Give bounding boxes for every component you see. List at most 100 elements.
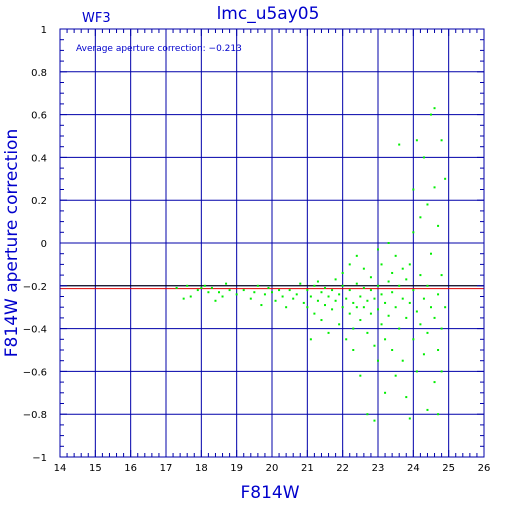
x-tick-label: 20 — [266, 463, 279, 474]
data-point — [263, 293, 266, 296]
data-point — [384, 391, 387, 394]
data-point — [369, 289, 372, 292]
y-axis-label: F814W aperture correction — [2, 129, 22, 357]
data-point — [422, 353, 425, 356]
data-point — [394, 306, 397, 309]
data-point — [334, 299, 337, 302]
data-point — [398, 143, 401, 146]
data-point — [384, 301, 387, 304]
data-point — [373, 297, 376, 300]
data-point — [186, 284, 189, 287]
data-point — [341, 284, 344, 287]
data-point — [345, 338, 348, 341]
data-point — [412, 289, 415, 292]
annotation: Average aperture correction: −0.213 — [76, 44, 242, 54]
data-point — [394, 254, 397, 257]
x-tick-label: 18 — [195, 463, 208, 474]
data-point — [302, 301, 305, 304]
data-point — [288, 289, 291, 292]
data-point — [426, 331, 429, 334]
data-point — [327, 295, 330, 298]
data-point — [440, 370, 443, 373]
data-point — [412, 188, 415, 191]
data-point — [299, 282, 302, 285]
y-tick-label: 0.8 — [31, 68, 47, 79]
data-point — [380, 263, 383, 266]
x-tick-labels: 14 15 16 17 18 19 20 21 22 23 24 25 26 — [54, 463, 491, 474]
data-point — [334, 278, 337, 281]
data-point — [440, 274, 443, 277]
data-point — [228, 289, 231, 292]
data-point — [292, 297, 295, 300]
data-point — [214, 299, 217, 302]
data-point — [331, 308, 334, 311]
y-tick-label: −0.6 — [23, 367, 47, 378]
data-point — [359, 374, 362, 377]
data-point — [405, 396, 408, 399]
x-axis-label: F814W — [240, 483, 299, 503]
data-point — [331, 289, 334, 292]
data-point — [359, 295, 362, 298]
data-point — [408, 417, 411, 420]
x-tick-label: 23 — [372, 463, 385, 474]
data-point — [355, 254, 358, 257]
data-point — [440, 139, 443, 142]
data-point — [218, 291, 220, 294]
data-point — [405, 278, 408, 281]
data-point — [433, 316, 436, 319]
chip-label: WF3 — [82, 11, 111, 26]
data-point — [256, 284, 259, 287]
y-tick-label: −0.4 — [23, 325, 47, 336]
data-point — [444, 177, 447, 180]
data-point — [327, 331, 330, 334]
data-point — [369, 312, 372, 315]
data-point — [345, 297, 348, 300]
data-point — [419, 216, 422, 219]
data-point — [295, 293, 298, 296]
data-point — [362, 267, 365, 270]
data-point — [430, 252, 432, 255]
data-point — [377, 308, 379, 311]
data-point — [362, 306, 365, 309]
data-point — [437, 224, 440, 227]
data-point — [433, 381, 436, 384]
data-point — [422, 156, 425, 159]
data-point — [309, 295, 312, 298]
y-tick-label: 0 — [41, 239, 47, 250]
data-point — [338, 293, 341, 296]
data-point — [426, 408, 429, 411]
data-point — [415, 139, 418, 142]
data-point — [324, 304, 326, 307]
data-point — [387, 280, 390, 283]
data-point — [380, 323, 383, 326]
data-point — [320, 319, 323, 322]
y-tick-label: 0.2 — [31, 196, 47, 207]
x-tick-label: 22 — [336, 463, 349, 474]
x-tick-label: 25 — [442, 463, 455, 474]
data-point — [352, 349, 355, 351]
data-point — [355, 282, 358, 285]
data-point — [359, 319, 362, 322]
data-point — [281, 295, 284, 298]
x-tick-label: 14 — [54, 463, 67, 474]
data-point — [391, 291, 394, 294]
data-point — [196, 289, 199, 292]
chart-title: lmc_u5ay05 — [217, 4, 320, 24]
data-point — [260, 304, 263, 307]
data-point — [235, 293, 238, 296]
data-point — [207, 291, 210, 294]
data-point — [430, 113, 432, 116]
data-point — [271, 291, 273, 294]
data-point — [348, 263, 351, 266]
data-point — [355, 306, 358, 309]
data-point — [422, 297, 425, 300]
data-point — [348, 312, 351, 315]
x-tick-label: 16 — [124, 463, 137, 474]
tick-marks — [59, 28, 485, 458]
y-tick-label: −0.2 — [23, 282, 47, 293]
data-point — [362, 286, 365, 289]
data-point — [415, 310, 418, 313]
grid — [60, 29, 484, 457]
data-point — [412, 231, 415, 234]
data-point — [242, 289, 245, 292]
